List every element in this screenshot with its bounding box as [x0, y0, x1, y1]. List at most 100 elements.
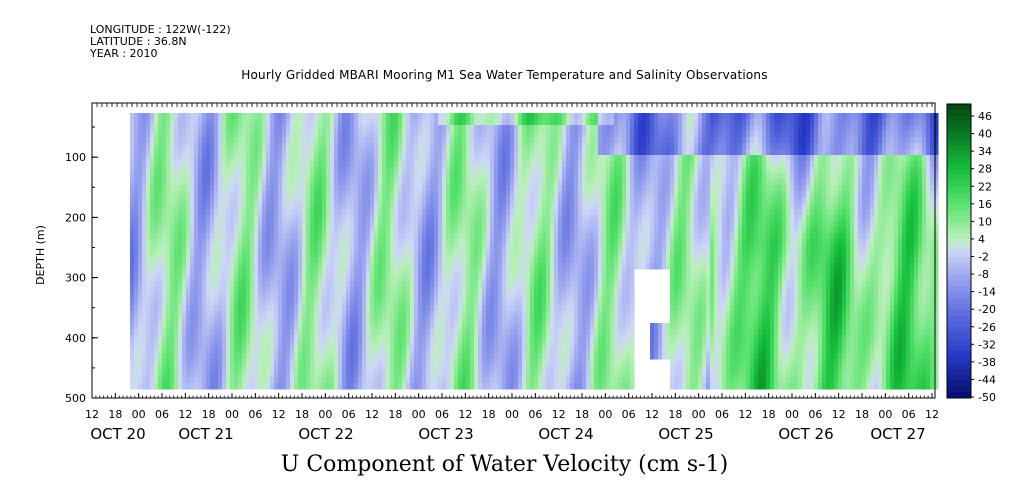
heatmap-cell — [394, 227, 399, 234]
heatmap-cell — [526, 137, 531, 144]
heatmap-cell — [242, 311, 247, 318]
heatmap-cell — [534, 233, 539, 240]
heatmap-cell — [194, 359, 199, 366]
heatmap-cell — [374, 287, 379, 294]
heatmap-cell — [362, 293, 367, 300]
heatmap-cell — [262, 323, 267, 330]
heatmap-cell — [390, 359, 395, 366]
heatmap-cell — [198, 377, 203, 384]
heatmap-cell — [210, 329, 215, 336]
heatmap-cell — [550, 275, 555, 282]
heatmap-cell — [170, 209, 175, 216]
heatmap-cell — [282, 245, 287, 252]
heatmap-cell — [502, 257, 507, 264]
heatmap-cell — [326, 185, 331, 192]
heatmap-cell — [142, 173, 147, 180]
heatmap-cell — [298, 269, 303, 276]
heatmap-cell — [354, 191, 359, 198]
heatmap-cell — [158, 197, 163, 204]
heatmap-cell — [466, 203, 471, 210]
heatmap-cell — [274, 215, 279, 222]
heatmap-cell — [190, 287, 195, 294]
heatmap-cell — [314, 113, 319, 120]
heatmap-cell — [218, 305, 223, 312]
heatmap-cell — [198, 185, 203, 192]
heatmap-cell — [230, 263, 235, 270]
heatmap-cell — [454, 209, 459, 216]
heatmap-cell — [134, 209, 139, 216]
heatmap-cell — [202, 323, 207, 330]
heatmap-cell — [438, 119, 443, 126]
heatmap-cell — [482, 347, 487, 354]
heatmap-cell — [498, 245, 503, 252]
heatmap-cell — [546, 173, 551, 180]
heatmap-cell — [358, 377, 363, 384]
heatmap-cell — [134, 347, 139, 354]
heatmap-cell — [134, 281, 139, 288]
heatmap-cell — [422, 119, 427, 126]
heatmap-cell — [206, 275, 211, 282]
heatmap-cell — [522, 167, 527, 174]
heatmap-cell — [486, 377, 491, 384]
heatmap-cell — [362, 347, 367, 354]
heatmap-cell — [250, 383, 255, 390]
heatmap-cell — [146, 305, 151, 312]
heatmap-cell — [510, 257, 515, 264]
heatmap-cell — [434, 161, 439, 168]
heatmap-cell — [546, 275, 551, 282]
heatmap-cell — [470, 377, 475, 384]
heatmap-cell — [222, 269, 227, 276]
heatmap-cell — [486, 161, 491, 168]
heatmap-cell — [162, 353, 167, 360]
heatmap-cell — [170, 155, 175, 162]
heatmap-cell — [298, 203, 303, 210]
heatmap-cell — [222, 305, 227, 312]
heatmap-cell — [286, 209, 291, 216]
heatmap-cell — [166, 365, 171, 372]
heatmap-cell — [266, 275, 271, 282]
heatmap-cell — [162, 251, 167, 258]
heatmap-cell — [226, 233, 231, 240]
heatmap-cell — [538, 311, 543, 318]
heatmap-cell — [546, 329, 551, 336]
heatmap-cell — [510, 179, 515, 186]
heatmap-cell — [538, 125, 543, 132]
heatmap-cell — [506, 359, 511, 366]
heatmap-cell — [442, 257, 447, 264]
heatmap-cell — [470, 233, 475, 240]
heatmap-cell — [342, 215, 347, 222]
heatmap-cell — [538, 113, 543, 120]
heatmap-cell — [438, 335, 443, 342]
heatmap-cell — [310, 167, 315, 174]
heatmap-cell — [154, 113, 159, 120]
heatmap-cell — [270, 269, 275, 276]
heatmap-cell — [386, 287, 391, 294]
heatmap-cell — [170, 293, 175, 300]
heatmap-cell — [134, 311, 139, 318]
heatmap-cell — [498, 311, 503, 318]
heatmap-cell — [482, 197, 487, 204]
heatmap-cell — [362, 227, 367, 234]
heatmap-cell — [334, 293, 339, 300]
heatmap-cell — [290, 257, 295, 264]
heatmap-cell — [286, 203, 291, 210]
heatmap-cell — [362, 257, 367, 264]
heatmap-cell — [446, 335, 451, 342]
heatmap-cell — [442, 323, 447, 330]
heatmap-cell — [378, 203, 383, 210]
heatmap-cell — [414, 143, 419, 150]
heatmap-cell — [246, 125, 251, 132]
heatmap-cell — [550, 209, 555, 216]
heatmap-cell — [242, 167, 247, 174]
heatmap-cell — [462, 113, 467, 120]
heatmap-cell — [326, 161, 331, 168]
heatmap-cell — [546, 125, 551, 132]
heatmap-cell — [302, 341, 307, 348]
heatmap-cell — [234, 311, 239, 318]
heatmap-cell — [130, 293, 135, 300]
heatmap-cell — [286, 317, 291, 324]
heatmap-cell — [398, 119, 403, 126]
heatmap-cell — [250, 173, 255, 180]
heatmap-cell — [418, 251, 423, 258]
heatmap-cell — [266, 197, 271, 204]
